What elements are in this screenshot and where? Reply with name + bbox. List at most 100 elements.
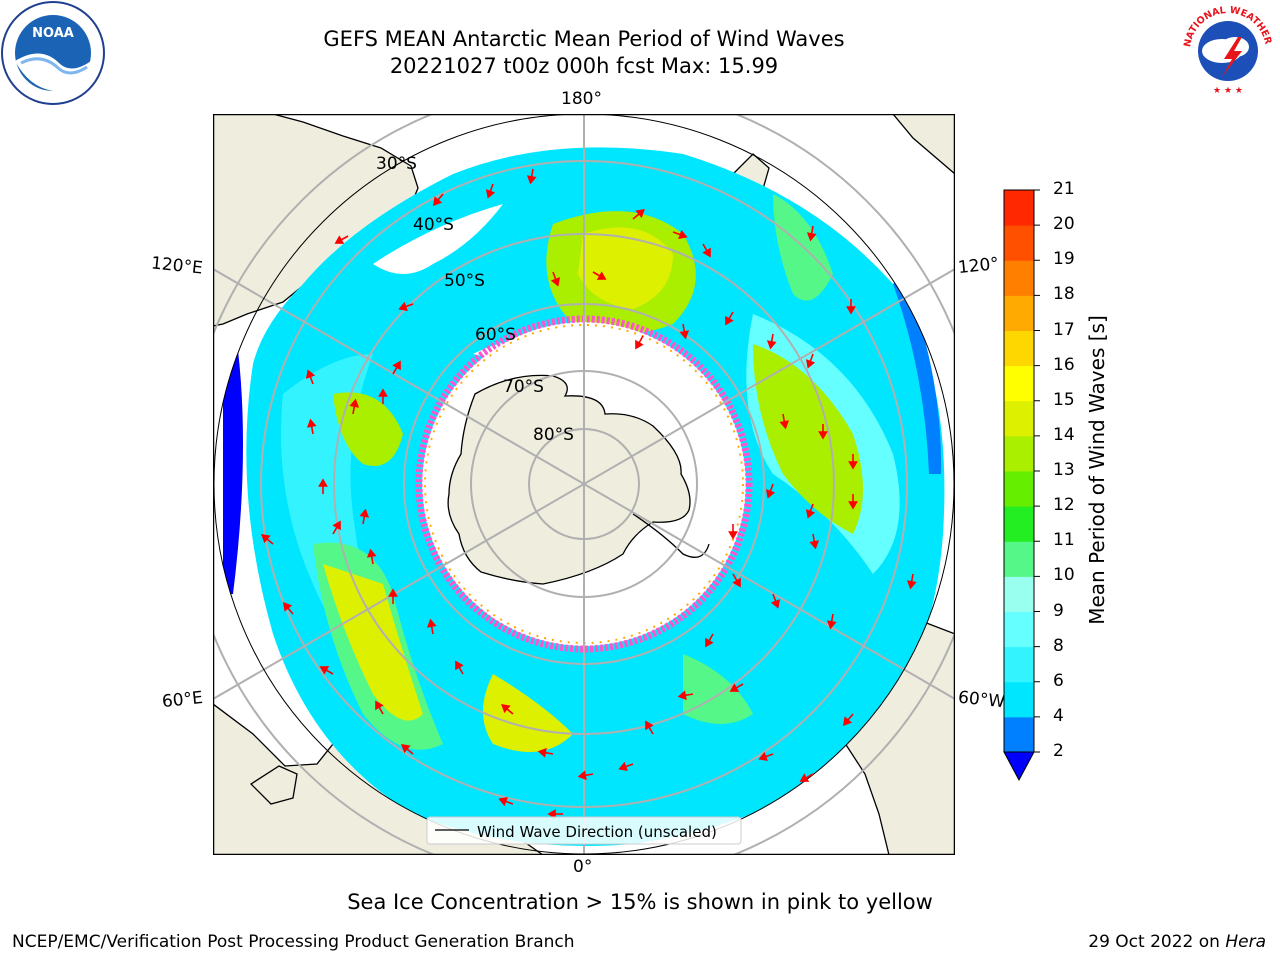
colorbar-segment <box>1004 541 1034 577</box>
lat-label-30s: 30°S <box>376 154 417 174</box>
colorbar-segment <box>1004 681 1034 718</box>
colorbar-segment <box>1004 260 1034 296</box>
wave-direction-arrowhead <box>732 577 741 588</box>
antarctica <box>447 374 691 585</box>
lat-label-80s: 80°S <box>533 425 574 445</box>
lat-label-70s: 70°S <box>503 377 544 397</box>
colorbar-segment <box>1004 295 1034 331</box>
map-subtitle: 20221027 t00z 000h fcst Max: 15.99 <box>389 54 779 78</box>
lon-label-180: 180° <box>561 89 602 109</box>
wave-direction-arrowhead <box>678 229 688 240</box>
colorbar-tick-label: 19 <box>1053 249 1075 270</box>
colorbar-tick-label: 8 <box>1053 635 1064 656</box>
colorbar-segment <box>1004 646 1034 683</box>
wave-direction-arrowhead <box>378 388 388 397</box>
colorbar-tick-label: 12 <box>1053 495 1075 516</box>
lat-label-50s: 50°S <box>444 271 485 291</box>
wave-direction-arrowhead <box>799 773 810 782</box>
colorbar-segment <box>1004 190 1034 226</box>
noaa-logo: NOAA <box>1 1 105 105</box>
svg-text:★ ★ ★: ★ ★ ★ <box>1213 86 1243 96</box>
wave-direction-arrowhead <box>359 508 370 518</box>
wind-wave-direction-arrows <box>261 168 917 819</box>
colorbar-tick-label: 17 <box>1053 319 1075 340</box>
wave-direction-arrowhead <box>635 208 645 219</box>
wave-direction-arrowhead <box>705 637 714 648</box>
lon-label-120e: 120°E <box>150 253 204 279</box>
wave-direction-arrowhead <box>725 315 734 326</box>
wave-direction-arrowhead <box>501 703 511 714</box>
wave-direction-arrowhead <box>498 796 508 807</box>
wave-direction-arrowhead <box>906 580 917 590</box>
lon-label-60w: 60°W <box>957 687 1006 713</box>
wave-direction-arrowhead <box>526 175 537 185</box>
wave-direction-arrowhead <box>770 599 781 609</box>
wave-direction-arrowhead <box>455 660 464 671</box>
wave-direction-arrowhead <box>485 189 496 199</box>
colorbar-segment <box>1004 611 1034 648</box>
polar-stereographic-map: 30°S 40°S 50°S 60°S 70°S 80°S Wind Wave … <box>213 114 955 855</box>
colorbar-tick-label: 16 <box>1053 354 1075 375</box>
wave-direction-arrowhead <box>375 700 384 711</box>
wave-direction-arrowhead <box>334 235 345 244</box>
wave-direction-arrowhead <box>392 360 401 371</box>
wave-direction-arrowhead <box>596 271 607 280</box>
colorbar-segment <box>1004 506 1034 542</box>
lon-label-60e: 60°E <box>161 687 204 713</box>
map-title: GEFS MEAN Antarctic Mean Period of Wind … <box>323 27 845 51</box>
wave-direction-arrowhead <box>826 620 837 630</box>
wave-direction-arrowhead <box>645 720 654 731</box>
wave-direction-arrowhead <box>758 751 768 762</box>
machine-name: Hera <box>1225 932 1266 952</box>
colorbar-tick-label: 21 <box>1053 179 1075 199</box>
colorbar-tick-label: 13 <box>1053 460 1075 480</box>
wave-direction-arrowhead <box>319 666 330 675</box>
wave-direction-arrowhead <box>728 531 738 540</box>
wave-direction-arrowhead <box>677 690 687 701</box>
wave-direction-arrowhead <box>679 330 690 340</box>
run-date: 29 Oct 2022 on <box>1088 932 1226 952</box>
wave-direction-arrowhead <box>848 461 858 470</box>
colorbar-segment <box>1004 435 1034 472</box>
wave-direction-arrowhead <box>349 398 360 408</box>
lon-label-0: 0° <box>573 857 593 877</box>
wave-direction-arrowhead <box>398 301 408 312</box>
map-legend: Wind Wave Direction (unscaled) <box>426 816 742 845</box>
wave-direction-arrowhead <box>618 761 628 772</box>
colorbar-segment <box>1004 400 1034 437</box>
colorbar-segment <box>1004 716 1034 753</box>
colorbar-tick-label: 10 <box>1053 565 1075 586</box>
wave-direction-arrowhead <box>577 770 587 781</box>
wave-direction-arrowhead <box>388 588 398 597</box>
wave-direction-arrowhead <box>848 501 858 510</box>
wave-direction-arrowhead <box>842 716 853 726</box>
wave-direction-arrowhead <box>805 509 816 519</box>
colorbar-tick-label: 9 <box>1053 600 1064 621</box>
colorbar-tick-label: 14 <box>1053 424 1075 445</box>
wave-direction-arrowhead <box>547 809 556 819</box>
colorbar-tick-label: 20 <box>1053 214 1075 235</box>
wave-direction-arrowhead <box>818 431 828 440</box>
colorbar-segment <box>1004 365 1034 402</box>
wave-direction-arrowhead <box>282 602 293 612</box>
wave-direction-arrowhead <box>261 533 271 544</box>
wave-direction-arrowhead <box>318 478 328 487</box>
credit-text: NCEP/EMC/Verification Post Processing Pr… <box>12 932 575 952</box>
wave-direction-arrowhead <box>426 618 437 628</box>
wave-direction-arrowhead <box>806 232 817 242</box>
wave-direction-arrowhead <box>635 339 644 350</box>
wave-direction-arrowhead <box>766 340 777 350</box>
wave-direction-arrowhead <box>550 277 561 287</box>
legend-label: Wind Wave Direction (unscaled) <box>477 823 717 841</box>
map-frame <box>213 114 955 855</box>
colorbar-tick-label: 6 <box>1053 670 1064 691</box>
wave-direction-arrowhead <box>432 196 443 206</box>
lon-label-120w: 120° <box>957 253 1000 279</box>
run-info: 29 Oct 2022 on Hera <box>1088 932 1266 952</box>
nws-logo: NATIONAL WEATHER SERVICE ★ ★ ★ <box>1178 1 1276 99</box>
wave-direction-arrowhead <box>805 359 816 369</box>
wave-direction-arrowhead <box>305 369 316 379</box>
colorbar-tick-label: 15 <box>1053 389 1075 410</box>
wave-direction-arrowhead <box>846 306 856 315</box>
wave-direction-arrowhead <box>702 247 711 258</box>
